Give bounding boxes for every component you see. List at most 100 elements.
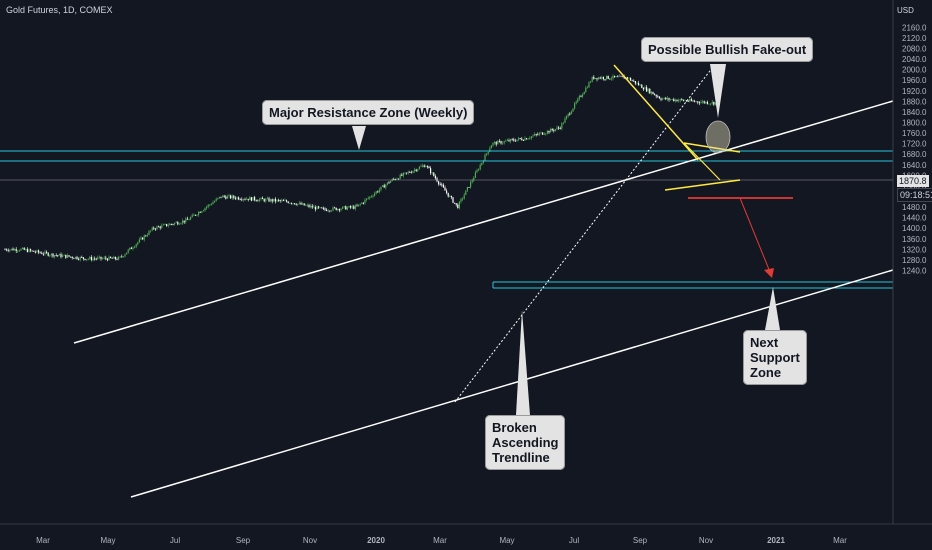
candle-body (577, 98, 579, 102)
candle-body (49, 255, 51, 257)
candle-body (449, 195, 451, 197)
triangle-line-4 (683, 142, 721, 181)
candle-body (76, 256, 78, 259)
trendline-callout-line2: Ascending (492, 435, 559, 450)
candle-body (601, 77, 603, 79)
candle-body (298, 202, 300, 204)
candle-body (359, 203, 361, 205)
candle-body (383, 185, 385, 188)
candle-body (223, 195, 225, 197)
candle-body (308, 204, 310, 207)
candle-body (188, 219, 190, 221)
candle-body (329, 210, 331, 212)
candle-body (700, 102, 702, 104)
candle-body (15, 249, 17, 251)
candle-body (470, 181, 472, 188)
candle-body (695, 101, 697, 103)
candle-body (170, 223, 172, 225)
candle-body (372, 195, 374, 197)
candle-body (527, 138, 529, 140)
candle-body (364, 199, 366, 204)
candle-body (551, 128, 553, 131)
candle-body (561, 123, 563, 129)
candle-body (673, 99, 675, 101)
time-tick-label: Jul (569, 536, 579, 545)
candle-body (246, 198, 248, 200)
candle-body (190, 217, 192, 220)
candle-body (86, 259, 88, 261)
channel-upper-line (73, 100, 894, 344)
candle-body (169, 223, 171, 226)
candle-body (98, 256, 100, 258)
candle-body (657, 96, 659, 98)
candle-body (254, 197, 256, 201)
candle-body (422, 165, 424, 167)
candle-body (398, 178, 400, 180)
candle-body (9, 249, 11, 251)
candle-body (174, 222, 176, 225)
candle-body (279, 200, 281, 201)
candle-body (6, 249, 8, 251)
candle-body (508, 140, 510, 142)
candle-body (102, 258, 104, 260)
candle-body (513, 139, 515, 141)
time-tick-label: 2020 (367, 536, 385, 545)
candle-body (638, 82, 640, 86)
candle-body (79, 257, 81, 260)
candle-body (492, 142, 494, 146)
candle-body (108, 256, 110, 261)
time-tick-label: May (499, 536, 514, 545)
candle-body (162, 224, 164, 226)
candle-body (154, 228, 156, 230)
price-tick-label: 1400.0 (902, 224, 927, 233)
candle-body (516, 139, 518, 142)
candle-body (674, 99, 676, 101)
candle-body (212, 202, 214, 205)
candle-body (633, 80, 635, 82)
candle-body (132, 247, 134, 249)
candle-body (439, 184, 441, 185)
candle-body (374, 193, 376, 196)
candle-body (415, 169, 417, 171)
candle-body (458, 201, 460, 209)
candle-body (42, 253, 44, 255)
candle-body (226, 196, 228, 199)
candle-body (479, 164, 481, 170)
candle-body (583, 91, 585, 95)
candle-body (346, 207, 348, 210)
candle-body (358, 204, 360, 207)
candle-body (198, 212, 200, 215)
candle-body (122, 256, 124, 258)
candle-body (566, 115, 568, 119)
candle-body (81, 257, 83, 258)
candle-body (697, 101, 699, 103)
candle-body (518, 138, 520, 140)
candle-body (375, 191, 377, 194)
candle-body (356, 205, 358, 207)
candle-body (414, 169, 416, 172)
candle-body (671, 99, 673, 100)
candle-body (569, 113, 571, 115)
candle-body (366, 198, 368, 200)
candle-body (614, 75, 616, 77)
candle-body (25, 249, 27, 251)
candle-body (521, 138, 523, 141)
candle-body (596, 78, 598, 80)
candle-body (678, 100, 680, 102)
candle-body (103, 257, 105, 259)
candle-body (185, 218, 187, 223)
candle-body (65, 254, 67, 258)
candle-body (486, 153, 488, 155)
time-axis-ticks: Mar May Jul Sep Nov 2020 Mar May Jul Sep Nov 2021 Ma… (36, 536, 847, 545)
resistance-callout: Major Resistance Zone (Weekly) (262, 100, 475, 125)
candle-body (441, 184, 443, 186)
candle-body (260, 197, 262, 200)
candle-body (161, 225, 163, 228)
candle-body (426, 166, 428, 168)
candle-body (502, 142, 504, 144)
candle-body (562, 122, 564, 124)
candle-body (650, 91, 652, 94)
candle-body (92, 258, 94, 260)
candle-body (119, 256, 121, 258)
